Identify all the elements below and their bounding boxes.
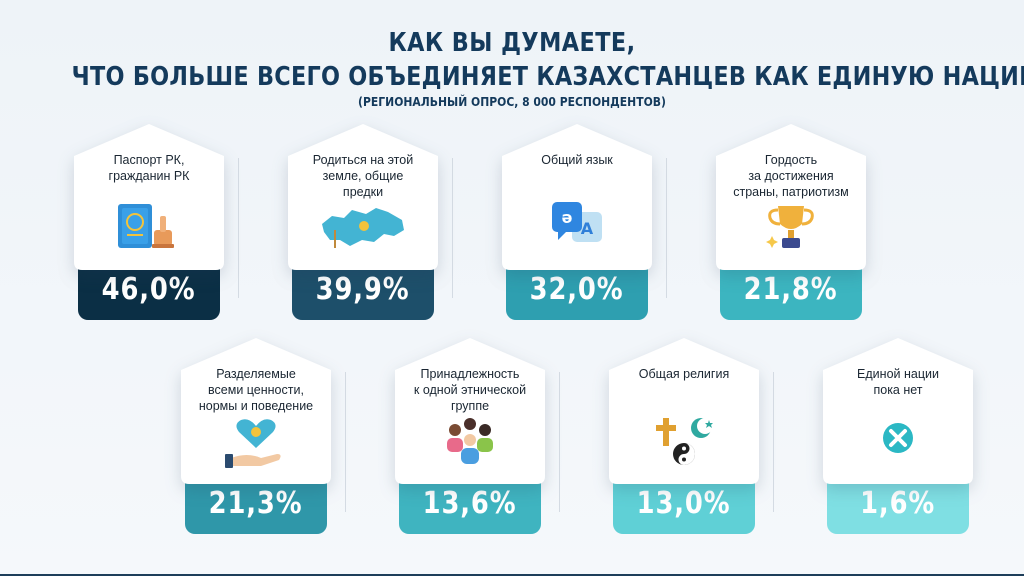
divider	[559, 372, 560, 512]
divider	[238, 158, 239, 298]
value-text: 1,6%	[860, 486, 936, 521]
card-passport: 46,0% Паспорт РК, гражданин РК	[66, 122, 232, 332]
bottom-border	[0, 574, 1024, 576]
value-text: 21,3%	[209, 486, 303, 521]
page-title-line-1: КАК ВЫ ДУМАЕТЕ,	[388, 28, 636, 58]
divider	[666, 158, 667, 298]
trophy-icon	[746, 200, 836, 256]
card-label: Общий язык	[541, 153, 613, 167]
language-bubbles-icon: A ә	[532, 200, 622, 256]
card-shield	[393, 336, 547, 486]
card-shield	[179, 336, 333, 486]
card-label: Общая религия	[638, 367, 730, 381]
card-common-language: 32,0% Общий язык A ә	[494, 122, 660, 332]
value-text: 13,6%	[423, 486, 517, 521]
religion-symbols-icon	[639, 414, 729, 470]
cross-circle-icon	[853, 414, 943, 470]
card-shared-values: 21,3% Разделяемые всеми ценности, нормы и …	[173, 336, 339, 546]
card-shield	[500, 122, 654, 272]
card-common-religion: 13,0% Общая религия	[601, 336, 767, 546]
card-label: Паспорт РК, гражданин РК	[108, 153, 190, 183]
card-shield	[72, 122, 226, 272]
value-text: 32,0%	[530, 272, 624, 307]
card-shield	[607, 336, 761, 486]
card-ethnic-group: 13,6% Принадлежность к одной этнической гр…	[387, 336, 553, 546]
divider	[773, 372, 774, 512]
card-label: Гордость за достижения страны, патриотизм	[733, 153, 849, 199]
card-label: Родиться на этой земле, общие предки	[312, 153, 414, 199]
card-shield	[714, 122, 868, 272]
page-subtitle: (РЕГИОНАЛЬНЫЙ ОПРОС, 8 000 РЕСПОНДЕНТОВ)	[358, 95, 666, 109]
svg-text:ә: ә	[562, 208, 573, 227]
svg-text:A: A	[581, 219, 594, 238]
card-label: Разделяемые всеми ценности, нормы и поведе…	[198, 367, 314, 413]
page-title-line-2: ЧТО БОЛЬШЕ ВСЕГО ОБЪЕДИНЯЕТ КАЗАХСТАНЦЕВ…	[71, 62, 1024, 92]
value-text: 39,9%	[316, 272, 410, 307]
passport-icon	[104, 200, 194, 256]
kazakhstan-map-icon	[318, 200, 408, 256]
value-text: 13,0%	[637, 486, 731, 521]
value-text: 46,0%	[102, 272, 196, 307]
card-shield	[821, 336, 975, 486]
card-label: Принадлежность к одной этнической группе	[413, 367, 527, 413]
heart-hand-icon	[211, 414, 301, 470]
divider	[452, 158, 453, 298]
card-born-here: 39,9% Родиться на этой земле, общие предки	[280, 122, 446, 332]
people-group-icon	[425, 414, 515, 470]
card-label: Единой нации пока нет	[857, 367, 939, 397]
value-text: 21,8%	[744, 272, 838, 307]
divider	[345, 372, 346, 512]
card-no-nation: 1,6% Единой нации пока нет	[815, 336, 981, 546]
card-patriotism: 21,8% Гордость за достижения страны, патри…	[708, 122, 874, 332]
